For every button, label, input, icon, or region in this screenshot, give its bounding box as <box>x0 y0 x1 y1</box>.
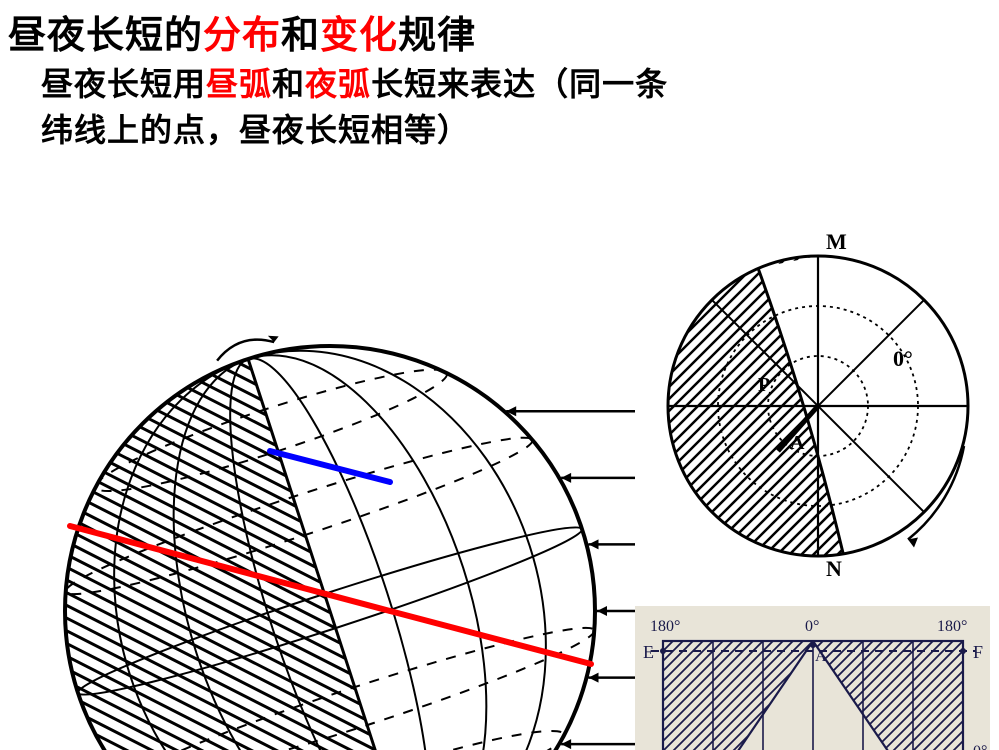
globe-diagram <box>20 321 640 750</box>
text-segment: 昼弧 <box>206 66 272 102</box>
svg-text:180°: 180° <box>650 618 680 635</box>
svg-text:N: N <box>826 556 842 581</box>
svg-text:F: F <box>973 642 983 662</box>
text-segment: 变化 <box>320 15 398 57</box>
text-segment: 纬线上的点，昼夜长短相等） <box>8 112 470 148</box>
polar-diagram: M N P A 0° <box>648 231 988 581</box>
map-diagram: 180°0°180°EFAGH0°BC <box>635 606 990 750</box>
text-segment: 长短来表达（同一条 <box>371 66 668 102</box>
page-title: 昼夜长短的分布和变化规律 <box>8 4 991 59</box>
svg-text:A: A <box>815 648 827 665</box>
text-segment: 和 <box>272 66 305 102</box>
svg-text:0°: 0° <box>973 743 987 750</box>
svg-text:0°: 0° <box>805 618 819 635</box>
text-segment: 夜弧 <box>305 66 371 102</box>
text-segment: 分布 <box>203 15 281 57</box>
subtitle-line-1: 昼夜长短用昼弧和夜弧长短来表达（同一条 <box>8 59 991 105</box>
svg-text:0°: 0° <box>893 346 913 371</box>
text-segment: 昼夜长短用 <box>8 66 206 102</box>
text-segment: 和 <box>281 15 320 57</box>
subtitle-line-2: 纬线上的点，昼夜长短相等） <box>8 105 991 151</box>
svg-text:M: M <box>826 231 847 254</box>
svg-text:E: E <box>643 642 654 662</box>
svg-text:180°: 180° <box>937 618 967 635</box>
svg-text:A: A <box>790 432 805 454</box>
svg-text:P: P <box>758 374 770 396</box>
text-segment: 昼夜长短的 <box>8 15 203 57</box>
text-segment: 规律 <box>398 15 476 57</box>
